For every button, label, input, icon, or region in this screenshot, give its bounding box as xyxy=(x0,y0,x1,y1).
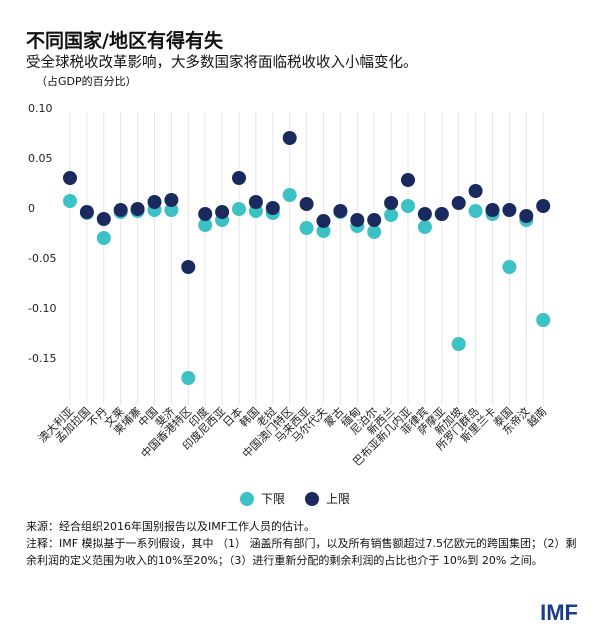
lower-bound-point xyxy=(451,337,466,351)
lower-bound-point xyxy=(198,218,213,232)
legend-item-upper: 上限 xyxy=(305,490,350,507)
lower-bound-point xyxy=(282,188,297,202)
upper-bound-point xyxy=(96,212,111,226)
lower-bound-point xyxy=(536,313,551,327)
upper-bound-point xyxy=(451,196,466,210)
upper-bound-point xyxy=(468,184,483,198)
upper-bound-point xyxy=(113,203,128,217)
upper-bound-point xyxy=(519,209,534,223)
plot-area: 澳大利亚孟加拉国不丹文莱柬埔寨中国斐济中国香港特区印度印度尼西亚日本韩国老挝中国… xyxy=(28,102,551,469)
legend-marker-upper xyxy=(305,491,320,506)
y-tick-label: 0.10 xyxy=(28,102,53,115)
lower-bound-point xyxy=(96,231,111,245)
legend-label-lower: 下限 xyxy=(261,492,286,506)
lower-bound-point xyxy=(316,224,331,238)
upper-bound-point xyxy=(181,260,196,274)
legend-item-lower: 下限 xyxy=(240,490,285,507)
upper-bound-point xyxy=(367,213,382,227)
upper-bound-point xyxy=(282,131,297,145)
upper-bound-point xyxy=(164,193,179,207)
upper-bound-point xyxy=(198,207,213,221)
upper-bound-point xyxy=(316,214,331,228)
upper-bound-point xyxy=(79,205,94,219)
upper-bound-point xyxy=(384,196,399,210)
upper-bound-point xyxy=(434,207,449,221)
lower-bound-point xyxy=(502,260,517,274)
lower-bound-point xyxy=(367,225,382,239)
unit-label: （占GDP的百分比） xyxy=(36,75,137,88)
footer: 来源：经合组织2016年国别报告以及IMF工作人员的估计。 注释：IMF 模拟基… xyxy=(26,518,582,569)
upper-bound-point xyxy=(350,213,365,227)
lower-bound-point xyxy=(384,208,399,222)
x-tick-label: 越南 xyxy=(524,404,549,429)
upper-bound-point xyxy=(299,197,314,211)
legend: 下限 上限 xyxy=(240,490,350,507)
lower-bound-point xyxy=(181,371,196,385)
lower-bound-point xyxy=(401,199,415,213)
upper-bound-point xyxy=(248,195,263,209)
lower-bound-point xyxy=(164,203,179,217)
upper-bound-point xyxy=(130,202,145,216)
chart-title: 不同国家/地区有得有失 xyxy=(26,30,223,52)
notes: 注释：IMF 模拟基于一系列假设，其中 （1） 涵盖所有部门，以及所有销售额超过… xyxy=(26,537,577,567)
lower-bound-point xyxy=(299,221,314,235)
upper-bound-point xyxy=(215,205,230,219)
upper-bound-point xyxy=(265,201,280,215)
lower-bound-point xyxy=(63,194,77,208)
upper-bound-point xyxy=(147,195,162,209)
legend-label-upper: 上限 xyxy=(326,492,351,506)
upper-bound-point xyxy=(536,199,551,213)
y-tick-label: -0.05 xyxy=(28,252,56,265)
upper-bound-point xyxy=(333,204,348,218)
y-tick-label: -0.10 xyxy=(28,302,56,315)
upper-bound-point xyxy=(63,171,77,185)
upper-bound-point xyxy=(401,173,415,187)
legend-marker-lower xyxy=(240,491,254,506)
upper-bound-point xyxy=(502,203,517,217)
lower-bound-point xyxy=(417,220,432,234)
upper-bound-point xyxy=(417,207,432,221)
upper-bound-point xyxy=(485,203,500,217)
upper-bound-point xyxy=(232,171,246,185)
y-tick-label: 0.05 xyxy=(28,152,53,165)
y-tick-label: -0.15 xyxy=(28,352,56,365)
chart-subtitle: 受全球税收改革影响，大多数国家将面临税收收入小幅变化。 xyxy=(26,55,418,71)
source-note: 来源：经合组织2016年国别报告以及IMF工作人员的估计。 xyxy=(26,520,316,533)
imf-logo: IMF xyxy=(540,600,578,625)
lower-bound-point xyxy=(232,202,246,216)
lower-bound-point xyxy=(468,204,483,218)
y-tick-label: 0 xyxy=(28,202,35,215)
